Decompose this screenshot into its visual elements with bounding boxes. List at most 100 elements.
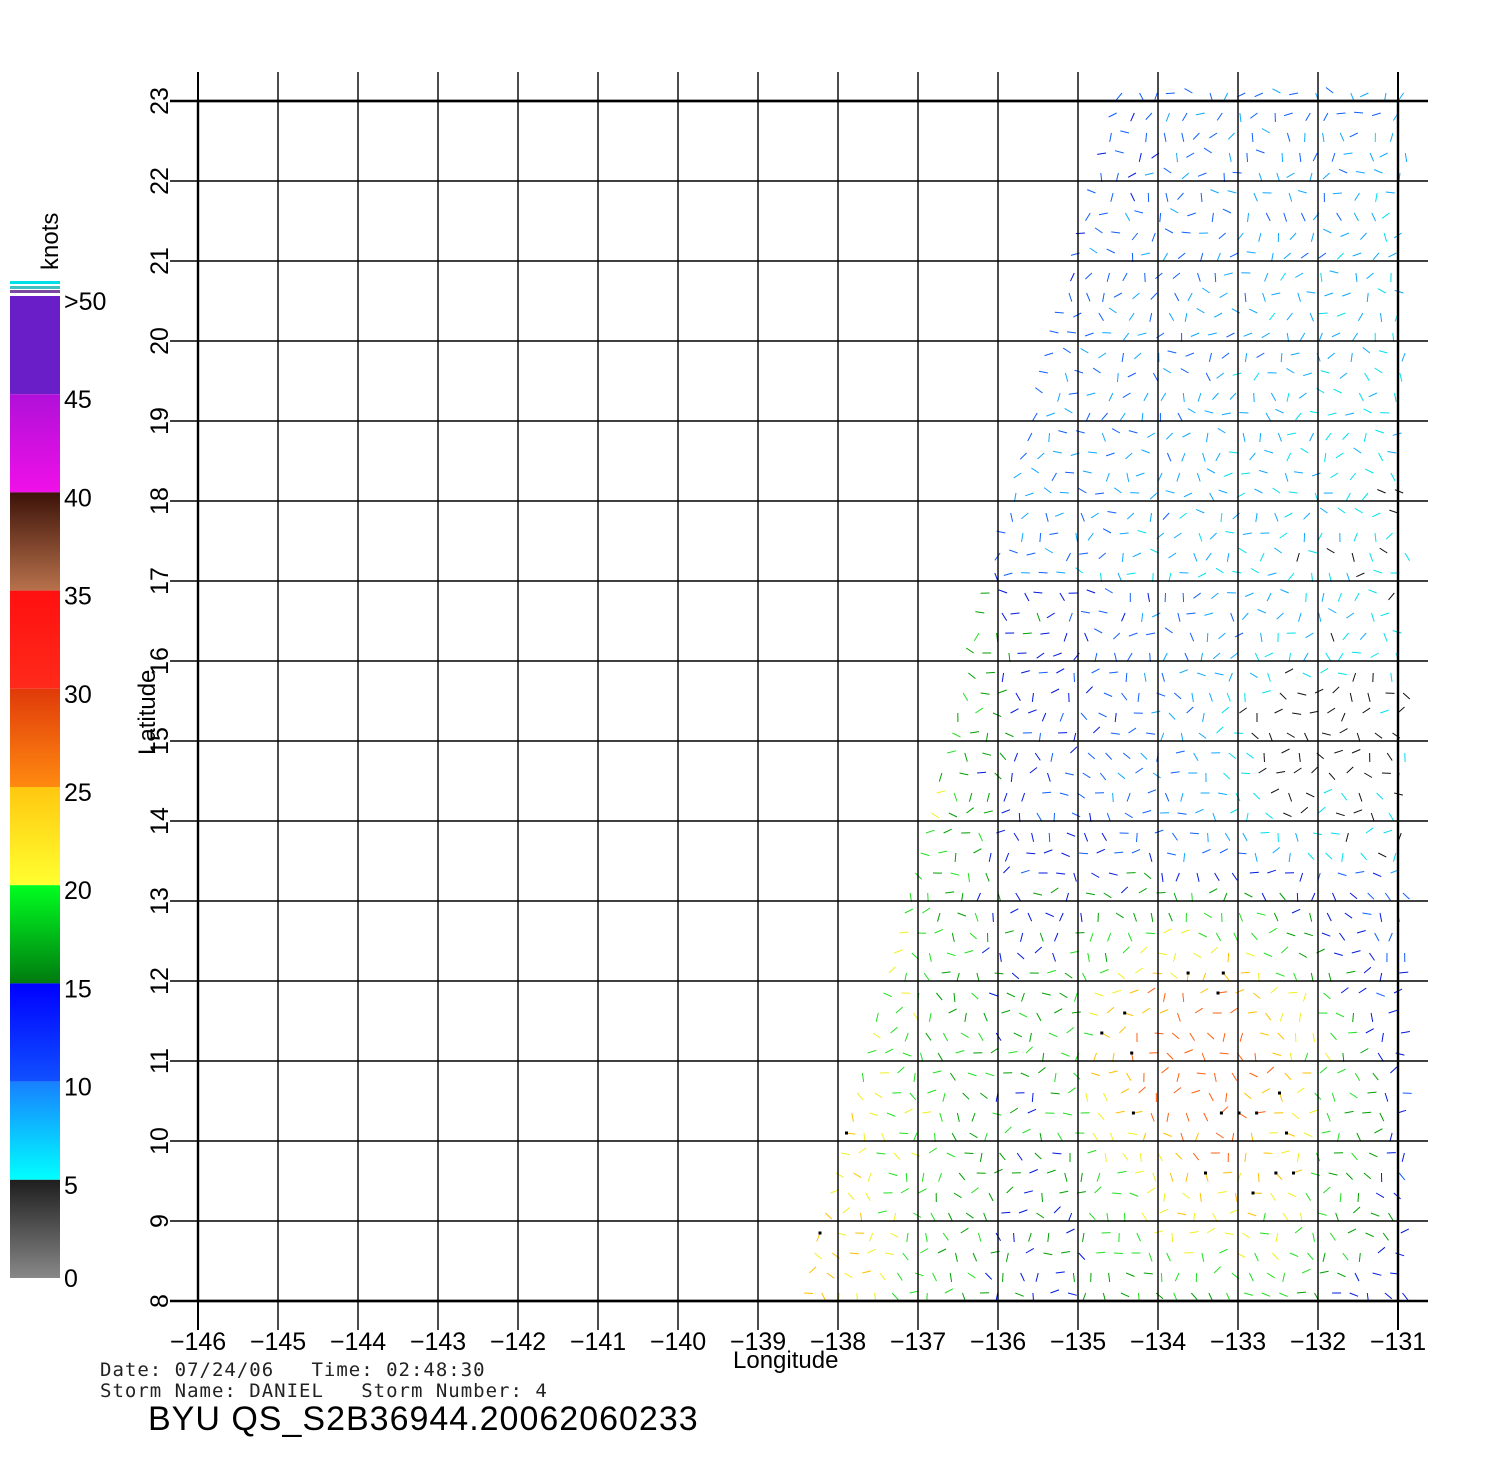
wind-vector bbox=[1241, 472, 1251, 475]
wind-vector bbox=[1279, 532, 1288, 539]
wind-vector bbox=[1059, 592, 1065, 602]
wind-vector bbox=[1293, 471, 1303, 474]
wind-vector bbox=[936, 992, 943, 1001]
wind-vector bbox=[1197, 672, 1206, 677]
wind-vector bbox=[1212, 652, 1221, 660]
wind-vector bbox=[941, 971, 951, 974]
wind-vector bbox=[837, 1232, 847, 1236]
wind-vector bbox=[1382, 1232, 1389, 1241]
wind-vector bbox=[1141, 612, 1144, 622]
wind-vector bbox=[1298, 612, 1302, 622]
wind-vector bbox=[1176, 472, 1181, 482]
longitude-tick-label: −146 bbox=[170, 1328, 226, 1356]
wind-vector bbox=[1070, 272, 1075, 282]
wind-vector bbox=[842, 1207, 851, 1214]
wind-vector bbox=[946, 952, 956, 957]
wind-vector bbox=[1016, 1152, 1023, 1161]
wind-vector bbox=[1088, 451, 1098, 454]
wind-vector bbox=[1357, 1192, 1360, 1203]
wind-vector bbox=[1028, 1232, 1032, 1242]
wind-vector bbox=[1390, 672, 1393, 682]
wind-vector bbox=[1101, 832, 1107, 842]
wind-vector bbox=[1305, 1192, 1312, 1201]
wind-vector bbox=[862, 1270, 872, 1274]
wind-vector bbox=[1394, 392, 1397, 402]
wind-vector bbox=[988, 852, 992, 862]
wind-vector bbox=[1132, 292, 1140, 300]
wind-vector bbox=[853, 1172, 862, 1179]
wind-vector bbox=[928, 1147, 937, 1154]
longitude-tick-label: −133 bbox=[1210, 1328, 1266, 1356]
wind-vector bbox=[909, 1290, 919, 1294]
wind-vector bbox=[1309, 710, 1319, 714]
wind-vector bbox=[1286, 172, 1295, 179]
wind-vector bbox=[1289, 232, 1297, 240]
wind-vector bbox=[1218, 489, 1228, 494]
wind-vector bbox=[1332, 192, 1342, 195]
wind-vector bbox=[1342, 1252, 1349, 1261]
latitude-tick-labels: 8 9 10 11 12 13 14 15 16 17 18 19 20 21 22 23 bbox=[146, 87, 174, 1308]
wind-vector bbox=[847, 1192, 855, 1201]
wind-vector bbox=[1260, 632, 1263, 642]
wind-vector bbox=[953, 792, 958, 802]
wind-vector bbox=[1213, 1072, 1217, 1082]
wind-vector bbox=[1258, 172, 1263, 182]
wind-vector bbox=[1259, 432, 1262, 443]
wind-vector bbox=[1020, 932, 1024, 942]
wind-vector bbox=[922, 1111, 932, 1114]
wind-vector bbox=[1019, 452, 1027, 460]
wind-vector bbox=[1141, 449, 1150, 454]
wind-vector bbox=[957, 912, 967, 917]
wind-vector bbox=[1286, 932, 1296, 937]
wind-vector bbox=[1182, 392, 1185, 403]
wind-vector bbox=[964, 1152, 974, 1154]
wind-vector bbox=[1163, 367, 1172, 374]
wind-vector bbox=[1224, 472, 1233, 477]
wind-vector bbox=[1379, 1112, 1385, 1122]
wind-vector bbox=[1045, 912, 1055, 918]
wind-vector bbox=[1255, 512, 1258, 522]
wind-vector bbox=[1322, 132, 1325, 142]
wind-vector bbox=[1272, 88, 1281, 94]
wind-vector bbox=[1113, 1252, 1123, 1254]
wind-vector bbox=[1251, 932, 1258, 941]
wind-vector bbox=[826, 1272, 835, 1279]
wind-vector bbox=[1327, 412, 1337, 416]
wind-vector bbox=[1239, 707, 1247, 714]
wind-vector bbox=[1045, 512, 1049, 522]
wind-vector bbox=[1223, 92, 1229, 102]
wind-vector bbox=[1340, 792, 1348, 801]
wind-vector bbox=[888, 1172, 898, 1177]
wind-vector bbox=[1270, 986, 1278, 994]
wind-vector bbox=[1286, 452, 1292, 462]
wind-vector bbox=[1224, 1232, 1234, 1235]
wind-vector bbox=[947, 750, 957, 754]
wind-vector bbox=[1345, 832, 1349, 842]
wind-vector bbox=[1001, 612, 1008, 621]
wind-vector bbox=[1166, 1112, 1170, 1122]
wind-vector bbox=[978, 1032, 984, 1042]
colorbar-bin bbox=[10, 885, 60, 984]
wind-vector bbox=[1216, 252, 1221, 262]
wind-vector bbox=[1038, 571, 1048, 574]
wind-vector bbox=[1286, 732, 1295, 738]
rain-flag-marker bbox=[1219, 1111, 1223, 1115]
wind-vector bbox=[1272, 487, 1281, 494]
wind-vector bbox=[1295, 412, 1302, 421]
wind-vector bbox=[1065, 552, 1071, 562]
wind-vector bbox=[953, 1192, 962, 1199]
wind-vector bbox=[1369, 552, 1374, 562]
wind-vector bbox=[1203, 1112, 1209, 1122]
wind-vector bbox=[1168, 312, 1175, 322]
wind-vector bbox=[1001, 672, 1005, 682]
wind-vector bbox=[1160, 1272, 1163, 1283]
wind-vector bbox=[1095, 492, 1105, 495]
wind-vector bbox=[1147, 592, 1150, 602]
latitude-tick-label: 8 bbox=[146, 1294, 174, 1308]
wind-vector bbox=[1194, 1132, 1199, 1142]
wind-vector bbox=[867, 1049, 877, 1054]
wind-vector bbox=[1167, 350, 1177, 354]
wind-vector bbox=[1385, 532, 1393, 540]
wind-vector bbox=[1260, 831, 1270, 834]
wind-vector bbox=[1404, 552, 1411, 561]
